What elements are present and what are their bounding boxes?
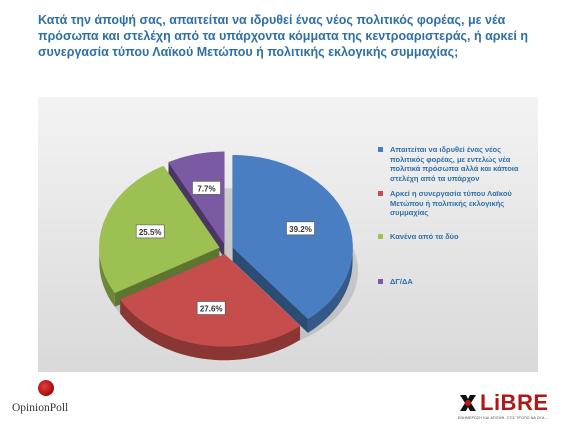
pie-slice-side — [99, 247, 115, 307]
data-label: 25.5% — [139, 228, 162, 237]
legend-label: Αρκεί η συνεργασία τύπου Λαϊκού Μετώπου … — [390, 189, 512, 217]
chart-legend: Απαιτείται να ιδρυθεί ένας νέος πολιτικό… — [378, 145, 534, 287]
opinion-poll-wordmark: OpinionPoll — [12, 402, 69, 414]
legend-label: Κανένα από τα δύο — [390, 231, 459, 241]
legend-swatch — [378, 279, 383, 284]
pie-chart: 39.2% 27.6% 25.5% 7.7% — [99, 151, 358, 361]
pie-slice-wall — [232, 247, 308, 333]
libre-wordmark: LiBRE — [480, 390, 549, 415]
pie-slice-side — [120, 299, 301, 361]
legend-swatch — [378, 233, 383, 239]
data-label: 27.6% — [200, 305, 223, 314]
libre-x-icon — [458, 393, 478, 413]
legend-label: Απαιτείται να ιδρυθεί ένας νέος πολιτικό… — [390, 145, 519, 183]
legend-item: Απαιτείται να ιδρυθεί ένας νέος πολιτικό… — [378, 145, 534, 183]
pie-slice — [168, 151, 225, 245]
legend-swatch — [378, 191, 383, 196]
pie-slice — [232, 154, 353, 320]
opinion-poll-logo: OpinionPoll — [12, 380, 102, 420]
data-label-box — [192, 181, 221, 195]
question-title: Κατά την άποψή σας, απαιτείται να ιδρυθε… — [38, 13, 528, 59]
data-label-box — [196, 301, 226, 315]
pie-slice-wall — [168, 162, 225, 258]
legend-swatch — [378, 147, 383, 152]
libre-tagline: ΕΝΗΜΕΡΩΣΗ ΚΑΙ ΑΠΟΨΗ, ΣΤΙΣ ΤΡΟΠΟ ΝΑ ΣΚΑ..… — [458, 416, 549, 420]
pie-slice-side — [307, 247, 353, 333]
legend-item: Αρκεί η συνεργασία τύπου Λαϊκού Μετώπου … — [378, 189, 534, 218]
data-label: 39.2% — [289, 225, 312, 234]
data-label-box — [135, 224, 165, 239]
libre-logo: LiBRE ΕΝΗΜΕΡΩΣΗ ΚΑΙ ΑΠΟΨΗ, ΣΤΙΣ ΤΡΟΠΟ ΝΑ… — [458, 390, 558, 424]
legend-item: Κανένα από τα δύο — [378, 232, 534, 242]
data-label: 7.7% — [197, 184, 215, 193]
legend-label: ΔΓ/ΔΑ — [390, 277, 413, 286]
legend-item: ΔΓ/ΔΑ — [378, 277, 534, 287]
data-label-box — [286, 221, 315, 236]
opinion-poll-globe-icon — [38, 380, 54, 396]
pie-slice — [119, 253, 301, 347]
